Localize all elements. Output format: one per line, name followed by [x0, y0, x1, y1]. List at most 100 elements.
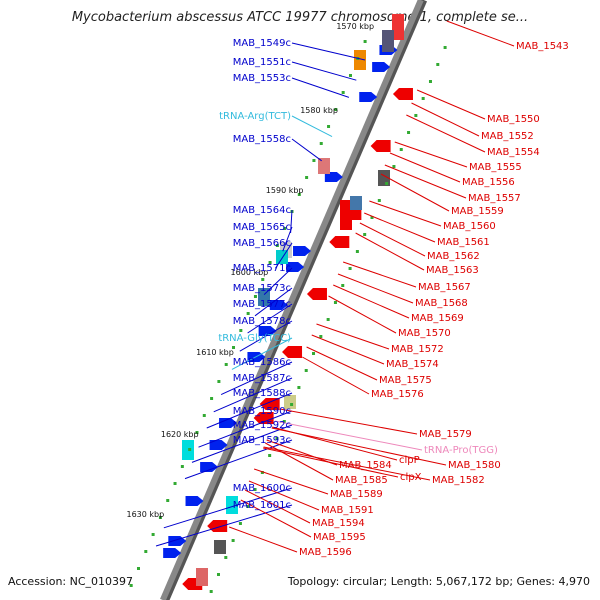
- leader-line: [306, 346, 378, 381]
- leader-line: [380, 173, 450, 212]
- tick-dot: [180, 465, 184, 468]
- right-gene-label[interactable]: MAB_1580: [448, 460, 501, 471]
- leader-line: [206, 392, 293, 429]
- leader-line: [291, 61, 357, 81]
- leader-line: [253, 468, 329, 495]
- leader-line: [342, 261, 417, 288]
- left-gene-label[interactable]: MAB_1577c: [233, 299, 291, 310]
- left-gene-label[interactable]: MAB_1553c: [233, 73, 291, 84]
- right-gene-label[interactable]: MAB_1569: [411, 313, 464, 324]
- left-gene-label[interactable]: MAB_1549c: [233, 38, 291, 49]
- right-gene-label[interactable]: MAB_1591: [321, 505, 374, 516]
- forward-gene-arrow: [163, 548, 182, 558]
- right-gene-label[interactable]: MAB_1563: [426, 265, 479, 276]
- right-gene-label[interactable]: MAB_1579: [419, 429, 472, 440]
- right-gene-label[interactable]: tRNA-Pro(TGG): [424, 445, 498, 456]
- reverse-gene-arrow: [259, 398, 280, 410]
- kbp-label: 1590 kbp: [266, 186, 304, 195]
- left-gene-label[interactable]: MAB_1564c: [233, 205, 291, 216]
- left-gene-label[interactable]: MAB_1558c: [233, 134, 291, 145]
- right-gene-label[interactable]: MAB_1555: [469, 162, 522, 173]
- right-gene-label[interactable]: MAB_1567: [418, 282, 471, 293]
- leader-line: [416, 89, 486, 120]
- left-gene-label[interactable]: MAB_1600c: [233, 483, 291, 494]
- tick-dot: [363, 40, 367, 43]
- left-gene-label[interactable]: MAB_1588c: [233, 388, 291, 399]
- right-gene-label[interactable]: MAB_1589: [330, 489, 383, 500]
- right-gene-label[interactable]: MAB_1559: [451, 206, 504, 217]
- left-gene-label[interactable]: MAB_1586c: [233, 357, 291, 368]
- tick-dot: [283, 227, 287, 230]
- gene-block: [340, 200, 352, 230]
- forward-gene-arrow: [359, 92, 378, 102]
- left-gene-label[interactable]: MAB_1593c: [233, 435, 291, 446]
- right-gene-label[interactable]: MAB_1584: [339, 460, 392, 471]
- left-gene-label[interactable]: tRNA-Gly(TCC): [218, 333, 291, 344]
- left-gene-label[interactable]: MAB_1578c: [233, 316, 291, 327]
- leader-line: [184, 439, 293, 480]
- tick-dot: [231, 539, 235, 542]
- leader-line: [359, 222, 426, 257]
- right-gene-label[interactable]: clpP: [399, 455, 420, 466]
- forward-gene-arrow: [209, 440, 228, 450]
- gene-block: [382, 30, 394, 52]
- right-gene-label[interactable]: MAB_1585: [335, 475, 388, 486]
- tick-dot: [428, 80, 432, 83]
- left-gene-label[interactable]: MAB_1566c: [233, 238, 291, 249]
- right-gene-label[interactable]: MAB_1570: [398, 328, 451, 339]
- right-gene-label[interactable]: MAB_1543: [516, 41, 569, 52]
- right-gene-label[interactable]: MAB_1561: [437, 237, 490, 248]
- right-gene-label[interactable]: MAB_1560: [443, 221, 496, 232]
- left-gene-label[interactable]: MAB_1592c: [233, 420, 291, 431]
- right-gene-label[interactable]: MAB_1568: [415, 298, 468, 309]
- tick-dot: [443, 46, 447, 49]
- left-gene-label[interactable]: MAB_1573c: [233, 283, 291, 294]
- leader-line: [191, 424, 293, 463]
- tick-dot: [319, 142, 323, 145]
- right-gene-label[interactable]: MAB_1576: [371, 389, 424, 400]
- reverse-gene-arrow: [207, 520, 228, 532]
- reverse-gene-arrow: [306, 288, 327, 300]
- leader-line: [282, 226, 293, 252]
- leader-line: [291, 77, 350, 98]
- leader-line: [271, 427, 447, 466]
- backbone-line: [160, 0, 424, 600]
- right-gene-label[interactable]: MAB_1575: [379, 375, 432, 386]
- right-gene-label[interactable]: MAB_1552: [481, 131, 534, 142]
- tick-dot: [312, 159, 316, 162]
- tick-dot: [414, 114, 418, 117]
- left-gene-label[interactable]: tRNA-Arg(TCT): [219, 111, 291, 122]
- right-gene-label[interactable]: MAB_1556: [462, 177, 515, 188]
- leader-line: [333, 284, 410, 319]
- leader-line: [239, 320, 293, 352]
- tick-dot: [253, 295, 257, 298]
- right-gene-label[interactable]: MAB_1595: [313, 532, 366, 543]
- right-gene-label[interactable]: MAB_1596: [299, 547, 352, 558]
- tick-dot: [363, 233, 367, 236]
- leader-line: [274, 420, 423, 451]
- right-gene-label[interactable]: MAB_1594: [312, 518, 365, 529]
- tick-dot: [282, 420, 286, 423]
- right-gene-label[interactable]: MAB_1562: [427, 251, 480, 262]
- left-gene-label[interactable]: MAB_1590c: [233, 406, 291, 417]
- tick-dot: [166, 499, 170, 502]
- tick-dot: [202, 414, 206, 417]
- right-gene-label[interactable]: MAB_1554: [487, 147, 540, 158]
- right-gene-label[interactable]: clpX: [400, 472, 422, 483]
- tick-dot: [158, 516, 162, 519]
- leader-line: [291, 138, 322, 162]
- left-gene-label[interactable]: MAB_1565c: [233, 222, 291, 233]
- left-gene-label[interactable]: MAB_1601c: [233, 500, 291, 511]
- tick-dot: [253, 488, 257, 491]
- tick-dot: [275, 437, 279, 440]
- left-gene-label[interactable]: MAB_1587c: [233, 373, 291, 384]
- right-gene-label[interactable]: MAB_1572: [391, 344, 444, 355]
- left-gene-label[interactable]: MAB_1571c: [233, 263, 291, 274]
- right-gene-label[interactable]: MAB_1550: [487, 114, 540, 125]
- right-gene-label[interactable]: MAB_1557: [468, 193, 521, 204]
- right-gene-label[interactable]: MAB_1582: [432, 475, 485, 486]
- leader-line: [389, 152, 461, 183]
- right-gene-label[interactable]: MAB_1574: [386, 359, 439, 370]
- left-gene-label[interactable]: MAB_1551c: [233, 57, 291, 68]
